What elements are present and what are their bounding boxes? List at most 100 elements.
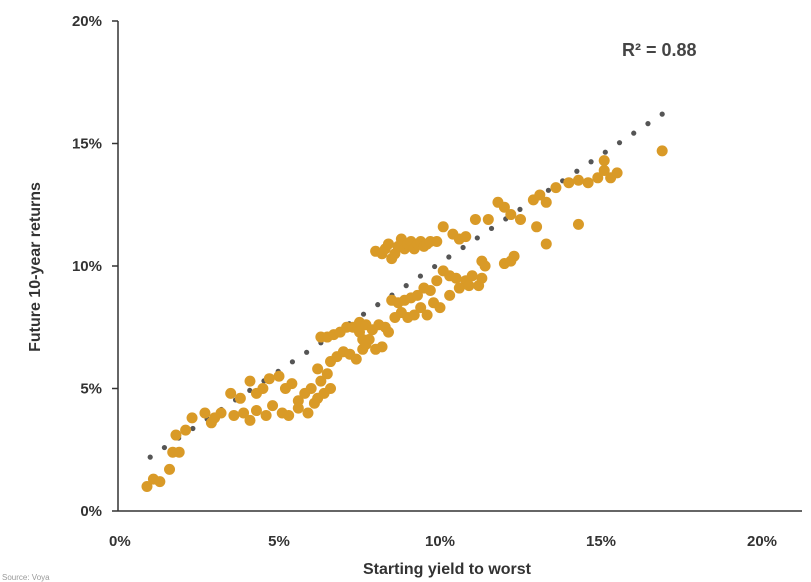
data-point: [199, 407, 211, 419]
data-point: [508, 250, 520, 262]
data-point: [263, 373, 275, 385]
data-point: [260, 409, 272, 421]
data-point: [209, 412, 221, 424]
data-point: [498, 201, 510, 213]
trendline-dot: [545, 187, 552, 193]
data-point: [444, 289, 456, 301]
data-point: [325, 383, 337, 394]
data-point: [582, 177, 594, 189]
data-point: [466, 270, 478, 282]
data-point: [273, 370, 285, 382]
trendline-dot: [474, 235, 480, 241]
y-tick-label: 0%: [80, 503, 102, 520]
data-point: [257, 383, 269, 394]
data-point: [305, 383, 317, 394]
data-point: [434, 302, 446, 314]
source-note: Source: Voya: [2, 573, 50, 582]
data-point: [611, 167, 623, 179]
data-point: [312, 363, 324, 375]
y-tick-label: 5%: [80, 381, 102, 398]
data-point: [431, 236, 443, 247]
data-point: [350, 353, 362, 365]
x-tick-label: 5%: [268, 533, 290, 550]
trendline-dot: [304, 349, 310, 355]
data-point: [315, 375, 327, 387]
data-point: [415, 302, 427, 314]
data-point: [505, 209, 517, 221]
data-point: [321, 368, 333, 380]
data-point: [463, 280, 475, 292]
trendline: [147, 111, 665, 460]
data-point: [225, 387, 237, 399]
trendline-dot: [161, 444, 168, 451]
data-point: [515, 213, 526, 225]
data-point: [550, 182, 562, 194]
x-tick-label: 10%: [425, 533, 455, 550]
y-tick-label: 15%: [72, 136, 102, 153]
trendline-dot: [417, 273, 424, 279]
data-point: [283, 409, 295, 421]
x-tick-label: 15%: [586, 533, 616, 550]
data-point: [534, 189, 546, 201]
y-tick-label: 10%: [72, 258, 102, 275]
data-point: [234, 392, 246, 404]
data-point: [598, 155, 610, 167]
trendline-dot: [360, 311, 367, 317]
data-point: [411, 289, 423, 301]
axes: [117, 21, 802, 512]
trendline-dot: [645, 121, 651, 127]
data-point: [479, 260, 491, 272]
trendline-dot: [488, 225, 495, 232]
data-point: [173, 446, 185, 458]
data-point: [540, 196, 552, 208]
data-point: [656, 145, 668, 157]
data-point: [572, 218, 584, 230]
x-tick-label: 0%: [109, 533, 131, 550]
data-points: [141, 145, 668, 492]
data-point: [450, 272, 462, 284]
data-point: [286, 378, 298, 390]
trendline-dot: [375, 302, 381, 308]
data-point: [592, 172, 604, 184]
trendline-dot: [446, 254, 452, 260]
trendline-dot: [659, 111, 665, 117]
y-tick-label: 20%: [72, 13, 102, 30]
trendline-dot: [602, 149, 608, 155]
data-point: [186, 412, 198, 424]
data-point: [292, 402, 304, 414]
r-squared-annotation: R² = 0.88: [622, 40, 697, 60]
trendline-dot: [289, 359, 296, 365]
trendline-dot: [247, 387, 253, 394]
data-point: [141, 481, 153, 492]
trendline-dot: [147, 454, 153, 460]
trendline-dot: [432, 263, 438, 270]
data-point: [228, 409, 240, 421]
data-point: [598, 164, 610, 176]
y-axis-title: Future 10-year returns: [27, 182, 44, 352]
data-point: [476, 272, 488, 284]
x-tick-label: 20%: [747, 533, 777, 550]
data-point: [244, 375, 256, 387]
data-point: [421, 309, 433, 321]
data-point: [460, 231, 472, 243]
trendline-dot: [616, 140, 623, 146]
data-point: [376, 341, 388, 353]
data-point: [238, 407, 250, 419]
trendline-dot: [574, 168, 580, 174]
data-point: [540, 238, 552, 250]
data-point: [164, 463, 176, 475]
data-point: [154, 476, 166, 488]
data-point: [431, 275, 443, 287]
data-point: [453, 282, 465, 294]
trendline-dot: [631, 130, 637, 136]
data-point: [437, 221, 449, 233]
data-point: [170, 429, 182, 441]
trendline-dot: [190, 425, 196, 432]
data-point: [482, 213, 494, 225]
data-point: [302, 407, 314, 419]
data-point: [408, 309, 420, 321]
data-point: [469, 213, 481, 225]
data-point: [382, 326, 394, 338]
trendline-dot: [460, 244, 466, 251]
